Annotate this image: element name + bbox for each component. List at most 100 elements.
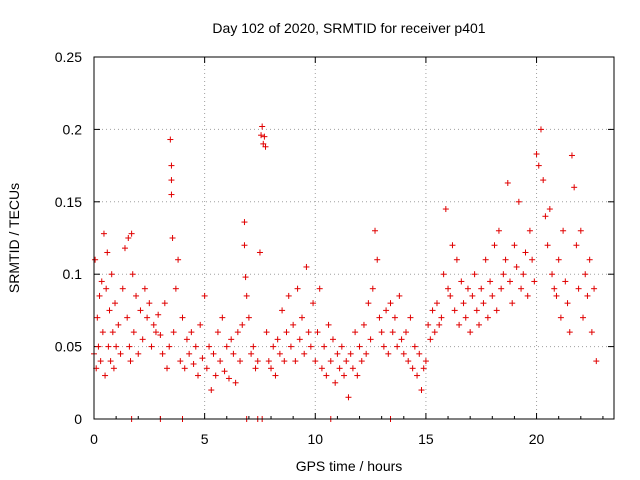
data-point: [112, 300, 119, 307]
x-tick-label: 0: [90, 431, 98, 447]
data-point: [458, 278, 465, 285]
data-point: [584, 292, 591, 299]
data-point: [299, 314, 305, 321]
data-point: [374, 256, 381, 263]
data-point: [166, 343, 173, 350]
data-point: [568, 152, 575, 159]
data-point: [314, 329, 321, 336]
data-point: [208, 387, 215, 394]
data-point: [447, 292, 454, 299]
data-point: [593, 358, 600, 365]
data-point: [327, 358, 334, 365]
data-point: [292, 358, 299, 365]
data-point: [500, 271, 507, 278]
data-point: [212, 372, 219, 379]
data-point: [167, 136, 174, 143]
data-point: [347, 350, 354, 357]
data-point: [283, 329, 290, 336]
data-point: [141, 285, 148, 292]
data-point: [509, 300, 516, 307]
data-point: [108, 271, 115, 278]
data-point: [241, 219, 248, 226]
data-point: [126, 343, 133, 350]
data-point: [518, 285, 525, 292]
data-point: [265, 358, 272, 365]
data-point: [105, 343, 112, 350]
data-point: [380, 343, 387, 350]
data-point: [502, 256, 509, 263]
data-point: [152, 329, 159, 336]
data-point: [272, 372, 279, 379]
data-point: [323, 372, 330, 379]
data-point: [575, 285, 582, 292]
data-point: [332, 379, 339, 386]
data-point: [336, 365, 343, 372]
data-point: [230, 350, 237, 357]
data-point: [378, 329, 385, 336]
data-point: [195, 372, 201, 379]
data-point: [241, 242, 248, 249]
data-point: [113, 343, 120, 350]
data-point: [318, 365, 325, 372]
data-point: [177, 358, 184, 365]
data-point: [98, 278, 105, 285]
y-tick-label: 0.1: [63, 266, 83, 282]
data-point: [234, 329, 241, 336]
data-point: [135, 350, 142, 357]
data-point: [258, 132, 265, 139]
data-point: [341, 372, 348, 379]
data-point: [259, 123, 266, 130]
data-point: [276, 350, 283, 357]
data-point: [305, 329, 312, 336]
data-point: [560, 227, 567, 234]
data-point: [387, 300, 394, 307]
data-point: [109, 329, 116, 336]
data-point: [372, 227, 379, 234]
data-point: [103, 285, 110, 292]
data-point: [97, 358, 104, 365]
data-point: [117, 350, 124, 357]
data-point: [360, 321, 367, 328]
data-point: [562, 278, 569, 285]
data-point: [367, 336, 374, 343]
data-point: [252, 365, 259, 372]
data-point: [312, 358, 319, 365]
data-point: [338, 343, 345, 350]
x-tick-label: 20: [529, 431, 545, 447]
data-point: [396, 292, 403, 299]
data-point: [181, 365, 188, 372]
data-point: [440, 271, 447, 278]
data-point: [279, 307, 286, 314]
data-point: [285, 292, 292, 299]
data-point: [94, 314, 101, 321]
data-point: [394, 343, 401, 350]
y-axis-label: SRMTID / TECUs: [6, 183, 22, 293]
data-point: [354, 372, 361, 379]
data-point: [588, 329, 595, 336]
data-point: [582, 271, 589, 278]
axis-ticks: 0 0.05 0.1 0.15 0.2 0.25 0 5 10 15 20: [55, 49, 614, 447]
data-point: [102, 372, 109, 379]
data-point: [168, 191, 175, 198]
data-point: [482, 256, 489, 263]
data-point: [411, 343, 418, 350]
data-point: [303, 263, 310, 270]
data-point: [168, 162, 175, 169]
data-point: [398, 336, 405, 343]
data-point: [531, 278, 538, 285]
data-point: [137, 307, 144, 314]
data-point: [223, 343, 230, 350]
data-point: [172, 285, 179, 292]
data-point: [294, 285, 301, 292]
data-point: [586, 256, 593, 263]
data-point: [146, 300, 153, 307]
data-point: [433, 300, 440, 307]
data-point: [553, 292, 560, 299]
data-point: [425, 321, 432, 328]
data-point: [148, 343, 155, 350]
data-point: [219, 314, 226, 321]
data-point: [451, 307, 458, 314]
data-point: [201, 292, 208, 299]
data-point: [155, 311, 162, 318]
